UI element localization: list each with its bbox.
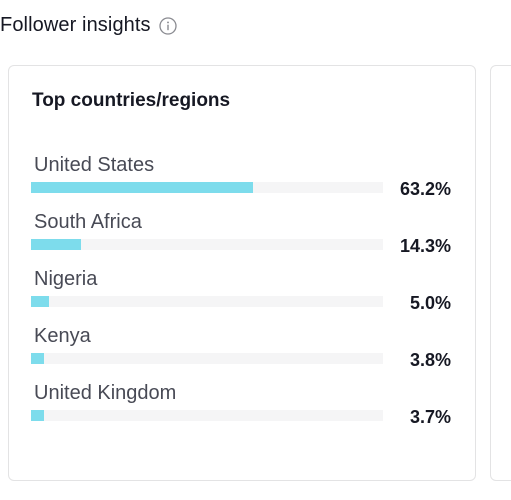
country-name: Kenya <box>34 325 91 347</box>
bar-fill <box>31 296 49 307</box>
bar-track <box>31 353 383 364</box>
country-row: Kenya 3.8% <box>9 325 475 375</box>
bar-track <box>31 410 383 421</box>
bar-track <box>31 239 383 250</box>
country-percent: 3.7% <box>409 407 451 427</box>
country-percent: 63.2% <box>399 179 451 199</box>
country-percent: 5.0% <box>409 293 451 313</box>
country-name: Nigeria <box>34 268 98 290</box>
country-row: United States 63.2% <box>9 154 475 204</box>
country-name: United States <box>34 154 155 176</box>
card-title: Top countries/regions <box>32 90 231 111</box>
bar-track <box>31 182 383 193</box>
section-title: Follower insights <box>0 14 151 36</box>
bar-fill <box>31 353 45 364</box>
country-percent: 14.3% <box>399 236 451 256</box>
country-percent: 3.8% <box>409 350 451 370</box>
section-header: Follower insights <box>0 14 177 37</box>
country-name: South Africa <box>34 211 142 233</box>
next-card-peek <box>490 65 511 481</box>
country-row: Nigeria 5.0% <box>9 268 475 318</box>
country-name: United Kingdom <box>34 382 177 404</box>
country-row: South Africa 14.3% <box>9 211 475 261</box>
bar-fill <box>31 239 82 250</box>
top-countries-card: Top countries/regions United States 63.2… <box>8 65 476 481</box>
bar-track <box>31 296 383 307</box>
bar-fill <box>31 182 254 193</box>
bar-fill <box>31 410 45 421</box>
country-row: United Kingdom 3.7% <box>9 382 475 432</box>
info-circle-icon[interactable] <box>159 16 177 35</box>
